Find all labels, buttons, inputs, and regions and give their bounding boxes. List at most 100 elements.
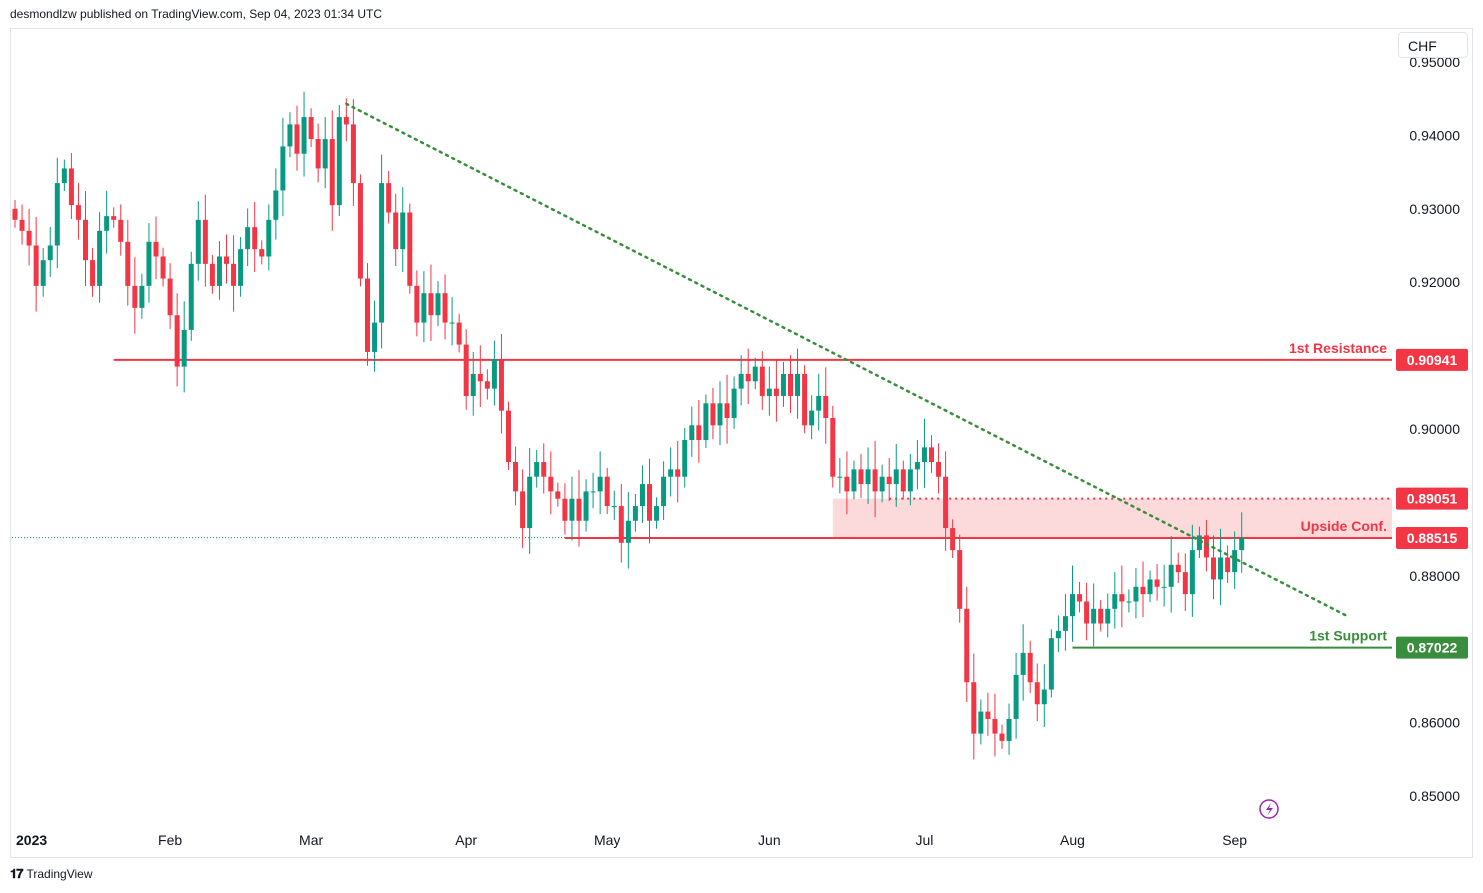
- candle-body: [943, 476, 949, 529]
- candle: [280, 117, 286, 217]
- candle-body: [160, 256, 166, 279]
- x-tick-label: Feb: [158, 832, 182, 848]
- candle: [238, 237, 244, 297]
- candle-body: [224, 256, 229, 264]
- candle: [68, 153, 74, 220]
- candle-body: [195, 219, 201, 264]
- candle: [618, 484, 624, 563]
- candle: [372, 300, 378, 372]
- candle-body: [780, 373, 786, 396]
- candle-body: [181, 329, 187, 367]
- candle-body: [280, 146, 286, 191]
- candle-body: [710, 403, 716, 426]
- candle-body: [1175, 564, 1181, 573]
- candle: [823, 367, 829, 444]
- price-tag-bg: [1396, 487, 1468, 510]
- candle: [1013, 652, 1019, 739]
- candle: [766, 366, 772, 416]
- candle: [1077, 582, 1083, 613]
- candle-body: [957, 550, 963, 609]
- candle-body: [365, 278, 370, 352]
- candle: [1161, 564, 1167, 607]
- candle-body: [216, 256, 222, 286]
- candle: [555, 482, 561, 507]
- candle: [731, 376, 737, 429]
- candle: [315, 123, 321, 183]
- candle: [97, 212, 103, 303]
- candle: [936, 443, 942, 494]
- candle: [336, 104, 342, 217]
- footer-brand[interactable]: 𝟏𝟕 TradingView: [10, 866, 93, 882]
- candle: [527, 448, 533, 554]
- candle: [428, 264, 434, 341]
- candle-body: [865, 469, 871, 485]
- candle-body: [548, 476, 554, 492]
- candle: [308, 108, 314, 147]
- candle-body: [456, 322, 462, 345]
- candle: [1027, 640, 1033, 694]
- candle: [111, 207, 117, 228]
- candle: [75, 183, 81, 240]
- candle-body: [153, 241, 159, 257]
- candle-body: [266, 219, 272, 257]
- candle-body: [372, 322, 378, 352]
- candle: [611, 490, 617, 520]
- candle: [1147, 570, 1153, 603]
- candle: [167, 263, 173, 330]
- candle: [188, 251, 194, 341]
- candle: [491, 340, 497, 406]
- candle: [830, 405, 836, 488]
- candle-body: [1211, 557, 1216, 580]
- candle-body: [202, 219, 208, 264]
- candle-body: [1133, 586, 1139, 602]
- candle: [562, 483, 568, 535]
- candle: [576, 470, 582, 547]
- candle: [484, 369, 490, 400]
- candle-body: [1182, 572, 1188, 595]
- candle-body: [506, 410, 511, 463]
- currency-selector[interactable]: CHF: [1398, 32, 1468, 58]
- candle-body: [1027, 652, 1033, 683]
- lightning-bolt: [1266, 803, 1273, 816]
- candle: [717, 381, 723, 446]
- candle-body: [696, 425, 702, 441]
- candle-body: [75, 205, 81, 220]
- candle: [914, 440, 920, 490]
- candle: [132, 257, 138, 334]
- candle-body: [54, 183, 60, 246]
- candle-body: [61, 168, 67, 184]
- candle-body: [414, 285, 420, 323]
- candle-body: [872, 469, 878, 492]
- candle-body: [111, 216, 117, 220]
- candle-body: [498, 359, 504, 411]
- candle-body: [1034, 682, 1040, 705]
- candle-body: [682, 440, 688, 477]
- candle-body: [1006, 718, 1012, 741]
- candle: [1211, 535, 1216, 600]
- candle-body: [357, 183, 363, 279]
- candle-body: [795, 373, 801, 396]
- candle: [893, 444, 899, 507]
- candle: [604, 467, 610, 514]
- candle: [682, 427, 688, 488]
- candle: [343, 98, 349, 142]
- candle-body: [125, 241, 131, 286]
- candle: [231, 235, 237, 312]
- candle-body: [886, 476, 892, 485]
- candle: [26, 208, 32, 266]
- upside-confirmation-zone: [832, 498, 1392, 538]
- candle: [985, 692, 991, 736]
- candle-body: [231, 263, 237, 286]
- publisher-header: desmondlzw published on TradingView.com,…: [10, 7, 383, 21]
- candle-body: [632, 506, 638, 521]
- candle-body: [336, 117, 342, 206]
- candle: [118, 204, 124, 256]
- candle-body: [400, 212, 406, 250]
- candle: [625, 492, 631, 569]
- candle-body: [858, 469, 864, 485]
- x-tick-label: May: [594, 832, 620, 848]
- candle-body: [47, 245, 53, 261]
- candle: [865, 447, 871, 504]
- candle-body: [914, 462, 920, 470]
